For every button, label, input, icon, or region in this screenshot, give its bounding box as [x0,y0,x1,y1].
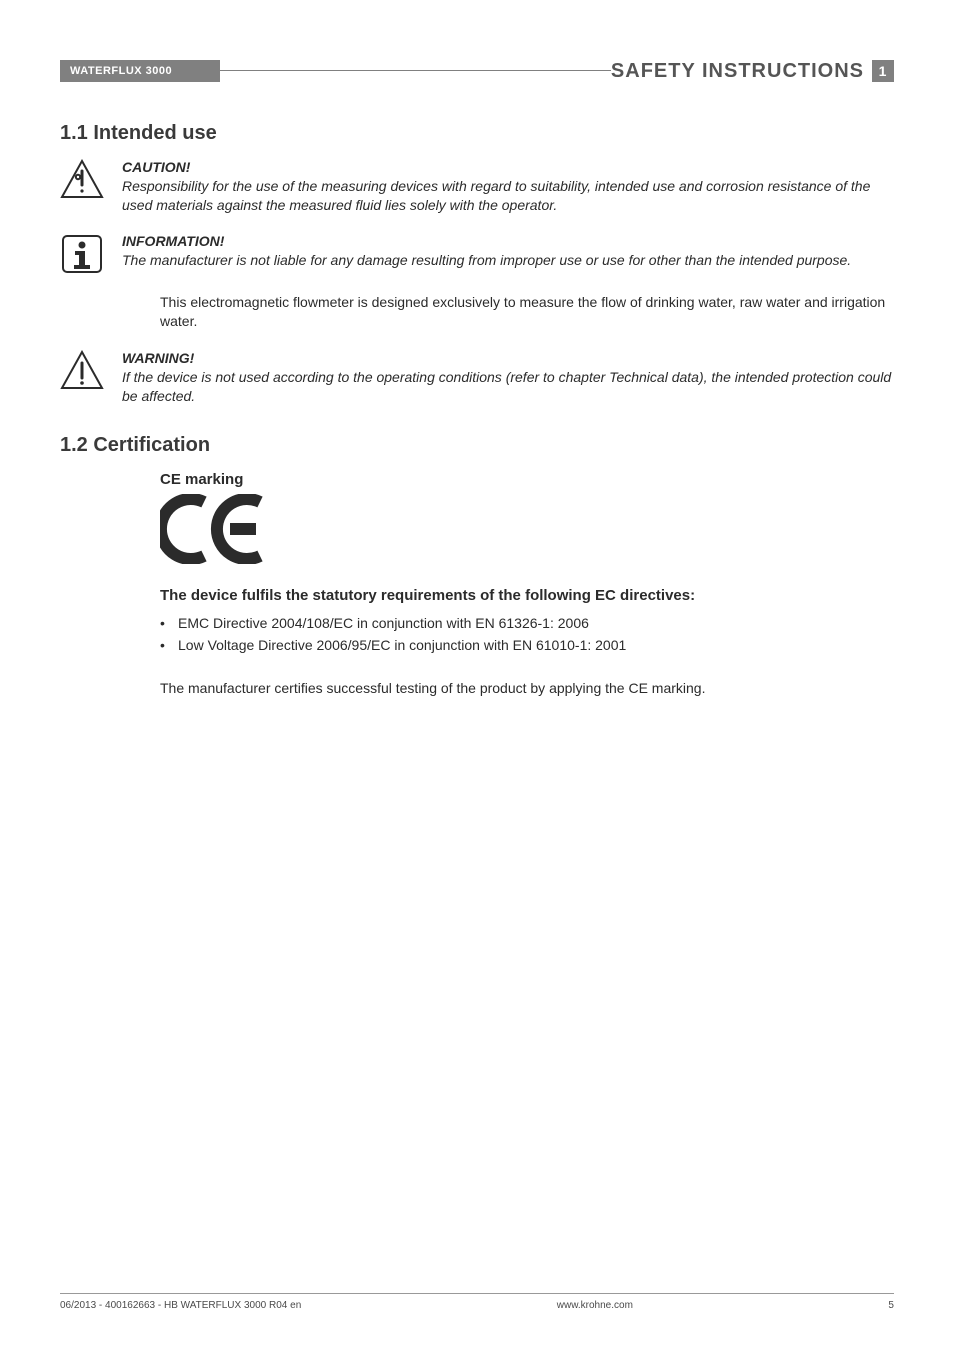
ce-marking-heading: CE marking [160,471,894,488]
warning-label: WARNING! [122,350,894,366]
certification-content: CE marking The device fulfils the statut… [160,471,894,698]
caution-label: CAUTION! [122,159,894,175]
footer-right: 5 [888,1300,894,1311]
page-header: WATERFLUX 3000 SAFETY INSTRUCTIONS 1 [60,60,894,82]
footer-left: 06/2013 - 400162663 - HB WATERFLUX 3000 … [60,1300,301,1311]
page-footer: 06/2013 - 400162663 - HB WATERFLUX 3000 … [60,1293,894,1311]
intended-use-content: This electromagnetic flowmeter is design… [160,293,894,332]
product-tag: WATERFLUX 3000 [60,60,220,82]
footer-center: www.krohne.com [557,1300,633,1311]
information-text: INFORMATION! The manufacturer is not lia… [122,233,894,275]
intended-use-paragraph: This electromagnetic flowmeter is design… [160,293,894,332]
caution-body: Responsibility for the use of the measur… [122,177,894,215]
warning-block: WARNING! If the device is not used accor… [60,350,894,406]
section-heading-intended-use: 1.1 Intended use [60,122,894,145]
warning-icon [60,350,104,406]
warning-text: WARNING! If the device is not used accor… [122,350,894,406]
list-item: Low Voltage Directive 2006/95/EC in conj… [160,634,894,656]
information-body: The manufacturer is not liable for any d… [122,251,894,270]
section-heading-certification: 1.2 Certification [60,434,894,457]
information-label: INFORMATION! [122,233,894,249]
directives-list: EMC Directive 2004/108/EC in conjunction… [160,612,894,657]
caution-block: CAUTION! Responsibility for the use of t… [60,159,894,215]
certification-paragraph: The manufacturer certifies successful te… [160,679,894,699]
warning-body: If the device is not used according to t… [122,368,894,406]
information-block: INFORMATION! The manufacturer is not lia… [60,233,894,275]
list-item: EMC Directive 2004/108/EC in conjunction… [160,612,894,634]
caution-icon [60,159,104,215]
chapter-title: SAFETY INSTRUCTIONS [611,60,864,83]
caution-text: CAUTION! Responsibility for the use of t… [122,159,894,215]
directives-heading: The device fulfils the statutory require… [160,587,894,604]
page-container: WATERFLUX 3000 SAFETY INSTRUCTIONS 1 1.1… [0,0,954,1351]
chapter-number-badge: 1 [872,60,894,82]
header-rule [220,70,611,82]
information-icon [60,233,104,275]
ce-mark-icon [160,494,894,569]
chapter-title-block: SAFETY INSTRUCTIONS 1 [611,60,894,82]
